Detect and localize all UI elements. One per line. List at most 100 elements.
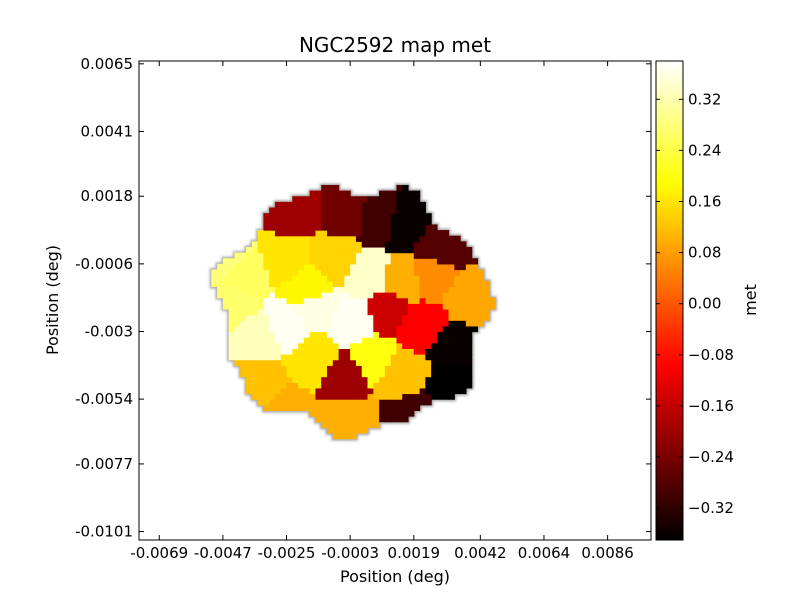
map-cell (355, 241, 363, 248)
map-cell (315, 308, 322, 316)
map-cell (454, 354, 461, 361)
map-cell (338, 263, 345, 271)
map-cell (332, 207, 340, 214)
map-cell (367, 421, 374, 428)
map-cell (431, 263, 438, 271)
map-cell (402, 207, 409, 214)
map-cell (321, 246, 328, 254)
map-cell (408, 280, 415, 288)
map-cell (350, 308, 357, 316)
map-cell (436, 325, 444, 333)
map-cell (263, 325, 270, 333)
map-cell (315, 365, 322, 372)
map-cell (367, 370, 374, 378)
map-cell (402, 252, 409, 259)
map-cell (298, 252, 305, 259)
map-cell (327, 308, 334, 316)
map-cell (436, 376, 444, 383)
x-tick-label: -0.0003 (321, 544, 379, 562)
map-cell (321, 201, 328, 209)
map-cell (274, 404, 282, 411)
map-cell (321, 230, 328, 237)
map-cell (315, 325, 322, 333)
map-cell (425, 241, 432, 248)
map-cell (379, 280, 386, 288)
map-cell (228, 325, 236, 333)
map-cell (309, 190, 317, 197)
map-cell (217, 275, 224, 282)
map-cell (384, 201, 392, 209)
map-cell (373, 365, 380, 372)
map-cell (431, 365, 438, 372)
map-cell (355, 252, 363, 259)
map-cell (442, 320, 450, 327)
map-cell (367, 376, 374, 383)
map-cell (355, 387, 363, 395)
map-cell (303, 331, 311, 338)
map-cell (222, 280, 230, 288)
map-cell (367, 297, 374, 304)
map-cell (292, 286, 299, 293)
map-cell (274, 314, 282, 321)
map-cell (332, 246, 340, 254)
map-cell (471, 303, 479, 310)
map-cell (373, 263, 380, 271)
map-cell (379, 196, 386, 203)
map-cell (327, 224, 334, 231)
map-cell (321, 393, 328, 400)
map-cell (344, 297, 351, 304)
map-cell (257, 348, 264, 355)
map-cell (448, 314, 455, 321)
map-cell (309, 292, 317, 299)
map-cell (274, 275, 282, 282)
map-cell (327, 416, 334, 423)
map-cell (361, 292, 369, 299)
map-cell (396, 280, 403, 288)
map-cell (246, 314, 253, 321)
map-cell (274, 325, 282, 333)
map-cell (361, 196, 369, 203)
map-cell (292, 292, 299, 299)
map-cell (321, 421, 328, 428)
map-cell (274, 387, 282, 395)
map-cell (257, 230, 264, 237)
map-cell (419, 337, 426, 344)
map-cell (355, 269, 363, 276)
map-cell (350, 404, 357, 411)
map-cell (303, 269, 311, 276)
map-cell (367, 314, 374, 321)
map-cell (315, 286, 322, 293)
map-cell (419, 207, 426, 214)
map-cell (373, 404, 380, 411)
map-cell (332, 427, 340, 434)
map-cell (280, 365, 288, 372)
map-cell (251, 303, 259, 310)
map-cell (344, 342, 351, 349)
map-cell (292, 224, 299, 231)
map-cell (327, 376, 334, 383)
map-cell (338, 410, 345, 417)
map-cell (246, 308, 253, 316)
map-cell (396, 230, 403, 237)
map-cell (373, 241, 380, 248)
map-cell (251, 365, 259, 372)
map-cell (413, 224, 421, 231)
map-cell (338, 308, 345, 316)
map-cell (274, 320, 282, 327)
map-cell (315, 354, 322, 361)
map-cell (274, 337, 282, 344)
map-cell (355, 370, 363, 378)
map-cell (471, 325, 479, 333)
map-cell (419, 269, 426, 276)
map-cell (263, 348, 270, 355)
map-cell (298, 258, 305, 265)
map-cell (327, 207, 334, 214)
map-cell (240, 354, 247, 361)
map-cell (280, 325, 288, 333)
map-cell (344, 427, 351, 434)
map-cell (408, 258, 415, 265)
map-cell (361, 241, 369, 248)
map-cell (274, 224, 282, 231)
map-cell (350, 196, 357, 203)
map-cell (425, 292, 432, 299)
